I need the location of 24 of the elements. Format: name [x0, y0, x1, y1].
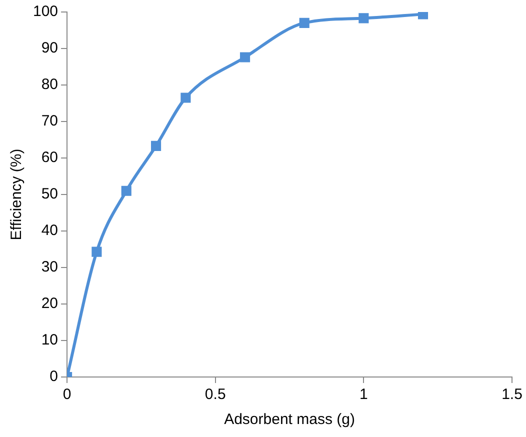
y-tick-label: 90	[41, 40, 58, 57]
point	[150, 140, 162, 151]
point	[358, 13, 369, 24]
y-tick-label: 10	[41, 332, 58, 349]
y-tick-label: 100	[32, 3, 58, 20]
x-tick-label: 1.5	[502, 386, 522, 404]
point	[180, 92, 191, 103]
x-tick-label: 1	[360, 386, 368, 404]
point	[240, 52, 250, 62]
y-tick-label: 50	[41, 186, 58, 203]
y-tick-label: 20	[41, 295, 58, 312]
y-tick-label: 70	[41, 112, 58, 130]
x-tick-label: 0.5	[204, 386, 226, 404]
point	[92, 246, 102, 257]
y-tick-label: 30	[41, 258, 58, 276]
x-tick-label: 0	[62, 386, 72, 404]
y-tick-label: 60	[41, 149, 58, 166]
point	[299, 18, 310, 28]
x-axis-title: Adsorbent mass (g)	[224, 411, 355, 428]
y-tick-label: 40	[41, 222, 58, 240]
y-tick-label: 80	[41, 76, 58, 94]
y-axis-title: Efficiency (%)	[8, 148, 26, 240]
point	[121, 186, 132, 196]
y-tick-label: 0	[50, 368, 58, 386]
